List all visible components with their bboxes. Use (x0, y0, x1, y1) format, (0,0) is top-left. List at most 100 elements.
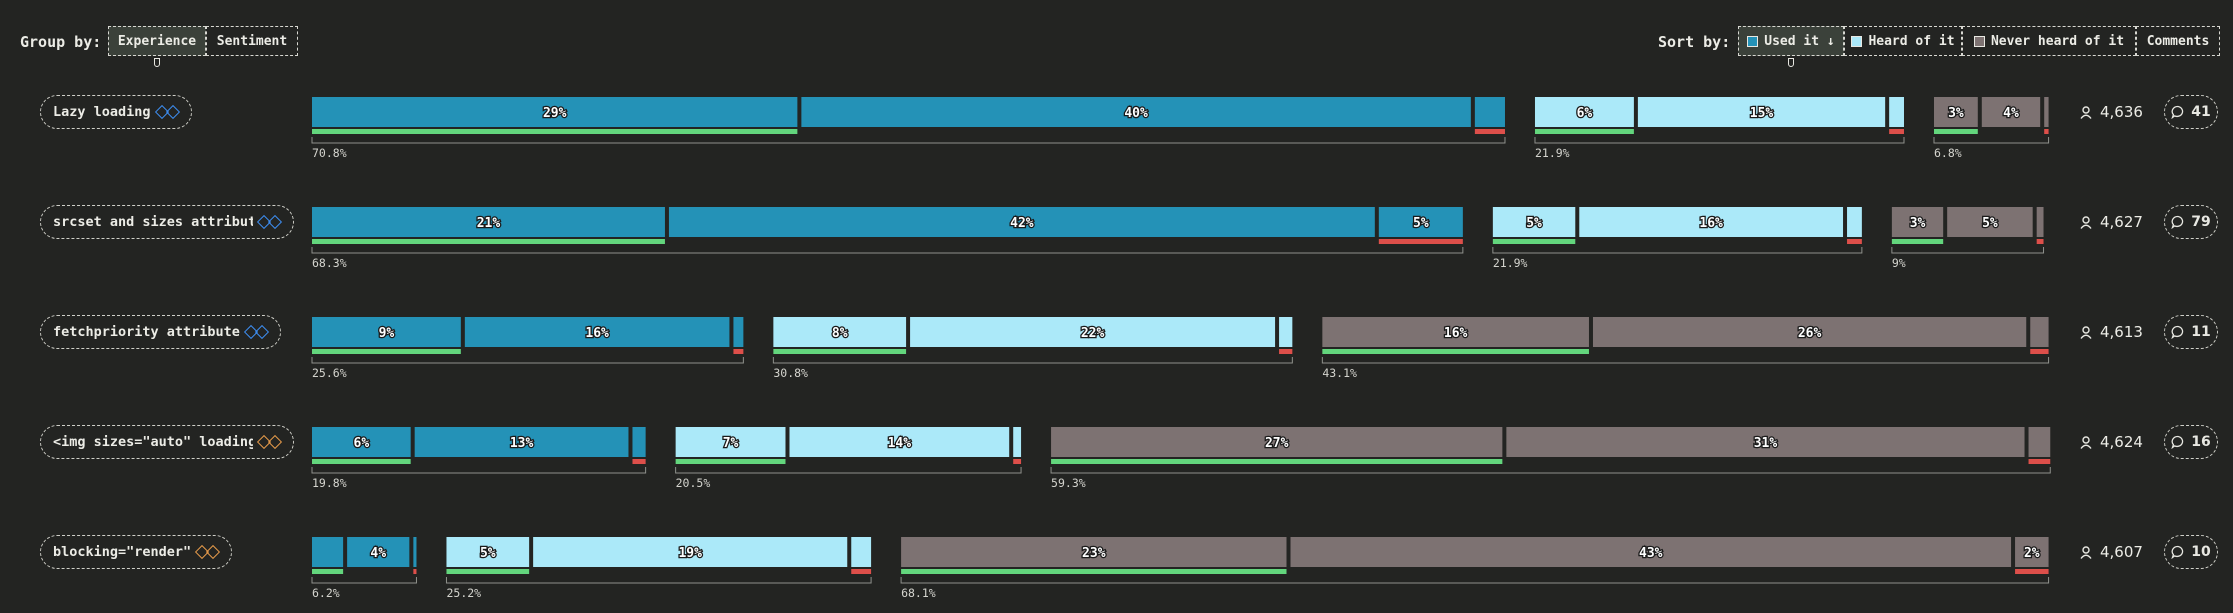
heard-segment-bar (1013, 427, 1022, 457)
used-segment-bar (413, 537, 417, 567)
heard-segment-bar (675, 427, 786, 457)
positive-sentiment-bar (1534, 129, 1634, 134)
sort-comments-label: Comments (2146, 33, 2210, 49)
feature-name-pill[interactable]: <img sizes="auto" loading= (40, 425, 294, 459)
segment-percent-label: 43% (1639, 546, 1663, 561)
group-total-label: 21.9% (1535, 146, 1570, 157)
comments-count: 11 (2191, 324, 2211, 340)
heard-segment-bar (1889, 97, 1904, 127)
heard-segment-bar (1534, 97, 1634, 127)
used-segment-bar (668, 207, 1375, 237)
never-segment-bar (1933, 97, 1978, 127)
respondent-count-value: 4,627 (2100, 213, 2143, 231)
used-segment-bar (312, 427, 411, 457)
heard-segment-bar (1492, 207, 1576, 237)
group-bracket (1891, 247, 2045, 254)
group-bracket (900, 577, 2050, 584)
positive-sentiment-bar (1322, 349, 1589, 354)
comment-bubble-icon (2171, 325, 2184, 339)
respondent-count-value: 4,607 (2100, 543, 2143, 561)
group-total-label: 25.2% (446, 586, 481, 597)
used-segment-bar (1378, 207, 1463, 237)
segment-percent-label: 26% (1798, 326, 1822, 341)
never-segment-bar (1947, 207, 2033, 237)
negative-sentiment-bar (1474, 129, 1505, 134)
toolbar: Group by: Experience Sentiment Sort by: … (0, 0, 2233, 80)
used-segment-bar (1474, 97, 1505, 127)
group-bracket (1933, 137, 2050, 144)
segment-percent-label: 31% (1754, 436, 1778, 451)
comments-button[interactable]: 16 (2164, 425, 2218, 459)
negative-sentiment-bar (2030, 349, 2049, 354)
group-total-label: 43.1% (1322, 366, 1357, 377)
never-segment-bar (2015, 537, 2049, 567)
group-by-experience-button[interactable]: Experience (108, 26, 206, 56)
sort-comments-button[interactable]: Comments (2136, 26, 2220, 56)
comments-button[interactable]: 11 (2164, 315, 2218, 349)
feature-row: fetchpriority attribute 9% 16% 25.6% 8% 22% 30… (0, 287, 2233, 377)
feature-name: Lazy loading (53, 104, 151, 120)
feature-name-pill[interactable]: Lazy loading (40, 95, 192, 129)
sort-used-it-button[interactable]: Used it ↓ (1738, 26, 1844, 56)
respondent-count-value: 4,636 (2100, 103, 2143, 121)
positive-sentiment-bar (1933, 129, 1978, 134)
segment-percent-label: 3% (1948, 106, 1964, 121)
person-icon (2080, 105, 2092, 119)
positive-sentiment-bar (675, 459, 786, 464)
group-by-sentiment-button[interactable]: Sentiment (206, 26, 298, 56)
segment-percent-label: 5% (1526, 216, 1542, 231)
group-bracket (311, 467, 647, 474)
never-segment-bar (901, 537, 1287, 567)
feature-name-pill[interactable]: blocking="render" (40, 535, 233, 569)
group-total-label: 9% (1892, 256, 1906, 267)
comments-button[interactable]: 10 (2164, 535, 2218, 569)
respondent-count: 4,613 (2080, 323, 2143, 341)
heard-segment-bar (1279, 317, 1293, 347)
respondent-count: 4,607 (2080, 543, 2143, 561)
comments-count: 79 (2191, 214, 2211, 230)
sort-heard-of-it-button[interactable]: Heard of it (1844, 26, 1962, 56)
heard-segment-bar (533, 537, 848, 567)
heard-segment-bar (446, 537, 530, 567)
positive-sentiment-bar (312, 349, 461, 354)
comments-count: 41 (2191, 104, 2211, 120)
feature-name: fetchpriority attribute (53, 324, 240, 340)
group-bracket (311, 357, 744, 364)
heard-segment-bar (789, 427, 1010, 457)
positive-sentiment-bar (446, 569, 530, 574)
negative-sentiment-bar (2015, 569, 2049, 574)
used-segment-bar (312, 97, 798, 127)
used-segment-bar (801, 97, 1471, 127)
feature-name: srcset and sizes attribute (53, 214, 253, 230)
never-segment-bar (2030, 317, 2049, 347)
group-by-sentiment-label: Sentiment (216, 33, 288, 49)
segment-percent-label: 23% (1082, 546, 1106, 561)
used-segment-bar (312, 317, 461, 347)
segment-percent-label: 2% (2024, 546, 2040, 561)
feature-bar-chart: 6% 13% 19.8% 7% 14% 20.5% 27% 31% 59.3% (311, 427, 2051, 487)
sort-never-heard-button[interactable]: Never heard of it (1962, 26, 2136, 56)
group-bracket (1050, 467, 2051, 474)
group-by-label: Group by: (20, 33, 102, 51)
segment-percent-label: 5% (480, 546, 496, 561)
segment-percent-label: 3% (1910, 216, 1926, 231)
used-it-swatch-icon (1747, 35, 1759, 47)
feature-name-pill[interactable]: fetchpriority attribute (40, 315, 281, 349)
person-icon (2080, 215, 2092, 229)
respondent-count: 4,636 (2080, 103, 2143, 121)
respondent-count-value: 4,624 (2100, 433, 2143, 451)
negative-sentiment-bar (413, 569, 417, 574)
comments-button[interactable]: 41 (2164, 95, 2218, 129)
positive-sentiment-bar (1051, 459, 1503, 464)
never-heard-swatch-icon (1973, 35, 1985, 47)
positive-sentiment-bar (312, 459, 411, 464)
positive-sentiment-bar (1891, 239, 1944, 244)
feature-name-pill[interactable]: srcset and sizes attribute (40, 205, 294, 239)
negative-sentiment-bar (1279, 349, 1293, 354)
segment-percent-label: 42% (1010, 216, 1034, 231)
comments-button[interactable]: 79 (2164, 205, 2218, 239)
group-bracket (772, 357, 1293, 364)
never-segment-bar (1322, 317, 1589, 347)
comment-bubble-icon (2171, 215, 2184, 229)
group-total-label: 70.8% (312, 146, 347, 157)
